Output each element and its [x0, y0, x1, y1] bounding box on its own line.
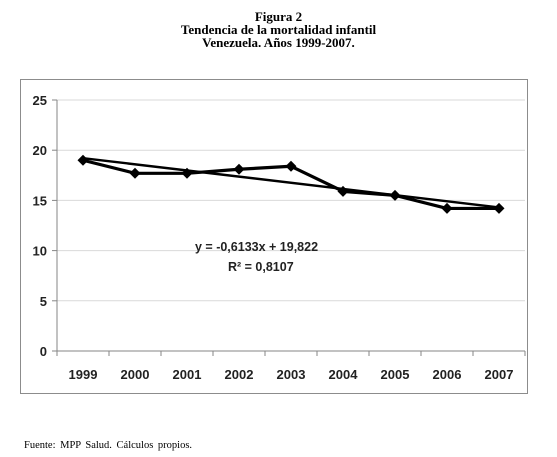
x-tick-labels: 1999 2000 2001 2002 2003 2004 2005 2006 2007 — [69, 367, 514, 382]
trendline-equation: y = -0,6133x + 19,822 — [195, 240, 318, 254]
x-tick-label-2005: 2005 — [381, 367, 410, 382]
figure-title: Figura 2 Tendencia de la mortalidad infa… — [0, 10, 557, 49]
x-tick-label-2004: 2004 — [329, 367, 359, 382]
source-note: Fuente: MPP Salud. Cálculos propios. — [24, 440, 193, 451]
y-tick-label-10: 10 — [33, 244, 47, 259]
data-point-2006 — [441, 202, 453, 214]
data-point-2002 — [233, 163, 245, 175]
chart-frame — [20, 79, 528, 394]
y-tick-label-20: 20 — [33, 143, 47, 158]
y-tick-label-0: 0 — [40, 344, 47, 359]
axes — [52, 99, 526, 356]
data-point-2001 — [181, 167, 193, 179]
y-tick-label-25: 25 — [33, 93, 47, 108]
data-point-1999 — [77, 154, 89, 166]
data-point-2004 — [337, 185, 349, 197]
x-tick-label-2006: 2006 — [433, 367, 462, 382]
y-tick-label-5: 5 — [40, 294, 47, 309]
grid-lines — [57, 99, 525, 302]
trendline-r-squared: R² = 0,8107 — [228, 260, 294, 274]
x-tick-label-2007: 2007 — [485, 367, 514, 382]
figure-subtitle: Tendencia de la mortalidad infantil — [180, 22, 377, 37]
data-point-2005 — [389, 189, 401, 201]
data-point-2003 — [285, 160, 297, 172]
figure-number: Figura 2 — [254, 9, 303, 24]
x-tick-label-2001: 2001 — [173, 367, 202, 382]
data-point-2000 — [129, 167, 141, 179]
y-tick-label-15: 15 — [33, 193, 47, 208]
y-tick-labels: 0 5 10 15 20 25 — [33, 93, 47, 359]
x-tick-label-2003: 2003 — [277, 367, 306, 382]
markers-group — [77, 154, 505, 214]
data-point-2007 — [493, 202, 505, 214]
figure-caption: Venezuela. Años 1999-2007. — [202, 35, 355, 50]
trendline-group — [82, 156, 500, 209]
x-tick-label-2000: 2000 — [121, 367, 150, 382]
x-tick-label-1999: 1999 — [69, 367, 98, 382]
trendline — [82, 156, 500, 209]
x-tick-label-2002: 2002 — [225, 367, 254, 382]
